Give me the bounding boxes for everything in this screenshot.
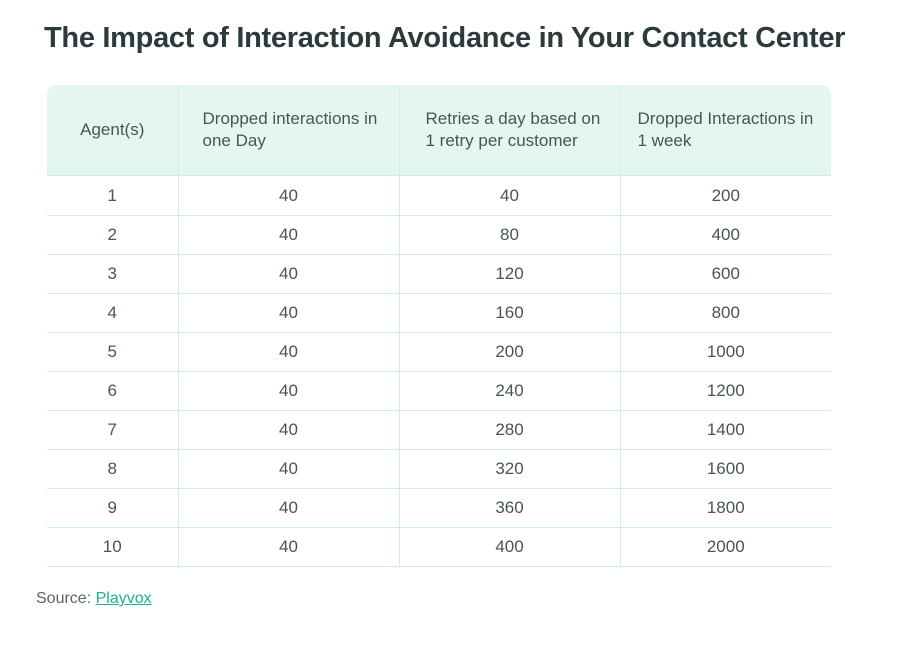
column-header-agents: Agent(s) [47, 85, 179, 176]
column-header-retries-per-day: Retries a day based on 1 retry per custo… [399, 85, 621, 176]
table-row: 7 40 280 1400 [47, 410, 831, 450]
table-cell-retries-per-day: 40 [399, 175, 621, 216]
table-cell-dropped-per-day: 40 [178, 449, 400, 489]
table-cell-agents: 3 [47, 254, 179, 294]
table-cell-dropped-per-week: 400 [620, 215, 831, 255]
table-body: 1 40 40 200 2 40 80 400 3 40 120 600 4 40 160 800 5 40 200… [47, 175, 831, 567]
table-cell-dropped-per-day: 40 [178, 371, 400, 411]
table-cell-dropped-per-week: 1800 [620, 488, 831, 528]
table-row: 3 40 120 600 [47, 254, 831, 294]
table-cell-retries-per-day: 320 [399, 449, 621, 489]
table-cell-retries-per-day: 160 [399, 293, 621, 333]
page-title: The Impact of Interaction Avoidance in Y… [44, 22, 846, 54]
table-cell-dropped-per-week: 600 [620, 254, 831, 294]
table-cell-dropped-per-week: 200 [620, 175, 831, 216]
table-cell-dropped-per-day: 40 [178, 215, 400, 255]
table-header-row: Agent(s) Dropped interactions in one Day… [47, 85, 831, 176]
table-cell-retries-per-day: 280 [399, 410, 621, 450]
table-cell-retries-per-day: 80 [399, 215, 621, 255]
table-cell-agents: 6 [47, 371, 179, 411]
table-cell-dropped-per-week: 1200 [620, 371, 831, 411]
table-row: 5 40 200 1000 [47, 332, 831, 372]
table-cell-dropped-per-day: 40 [178, 488, 400, 528]
table-cell-dropped-per-day: 40 [178, 293, 400, 333]
table-cell-agents: 2 [47, 215, 179, 255]
table-cell-dropped-per-day: 40 [178, 175, 400, 216]
table-cell-dropped-per-day: 40 [178, 410, 400, 450]
table-row: 2 40 80 400 [47, 215, 831, 255]
column-header-dropped-per-day: Dropped interactions in one Day [178, 85, 400, 176]
data-table-container: Agent(s) Dropped interactions in one Day… [47, 85, 831, 567]
table-cell-retries-per-day: 360 [399, 488, 621, 528]
table-cell-agents: 4 [47, 293, 179, 333]
table-cell-agents: 7 [47, 410, 179, 450]
table-row: 1 40 40 200 [47, 175, 831, 216]
table-cell-dropped-per-week: 1400 [620, 410, 831, 450]
table-cell-agents: 10 [47, 527, 179, 567]
table-row: 8 40 320 1600 [47, 449, 831, 489]
table-cell-agents: 9 [47, 488, 179, 528]
table-cell-retries-per-day: 200 [399, 332, 621, 372]
table-cell-agents: 8 [47, 449, 179, 489]
table-row: 10 40 400 2000 [47, 527, 831, 567]
source-note: Source: Playvox [36, 590, 152, 608]
column-header-dropped-per-week: Dropped Interactions in 1 week [620, 85, 831, 176]
table-cell-dropped-per-day: 40 [178, 332, 400, 372]
table-row: 9 40 360 1800 [47, 488, 831, 528]
source-label: Source: [36, 590, 92, 607]
table-row: 6 40 240 1200 [47, 371, 831, 411]
data-table: Agent(s) Dropped interactions in one Day… [47, 85, 831, 567]
table-cell-retries-per-day: 120 [399, 254, 621, 294]
table-cell-dropped-per-day: 40 [178, 254, 400, 294]
table-cell-dropped-per-week: 1000 [620, 332, 831, 372]
table-cell-agents: 1 [47, 175, 179, 216]
table-cell-retries-per-day: 400 [399, 527, 621, 567]
table-row: 4 40 160 800 [47, 293, 831, 333]
table-cell-dropped-per-week: 800 [620, 293, 831, 333]
table-cell-dropped-per-week: 1600 [620, 449, 831, 489]
source-link[interactable]: Playvox [95, 590, 152, 607]
table-cell-dropped-per-week: 2000 [620, 527, 831, 567]
table-cell-retries-per-day: 240 [399, 371, 621, 411]
table-cell-dropped-per-day: 40 [178, 527, 400, 567]
table-cell-agents: 5 [47, 332, 179, 372]
